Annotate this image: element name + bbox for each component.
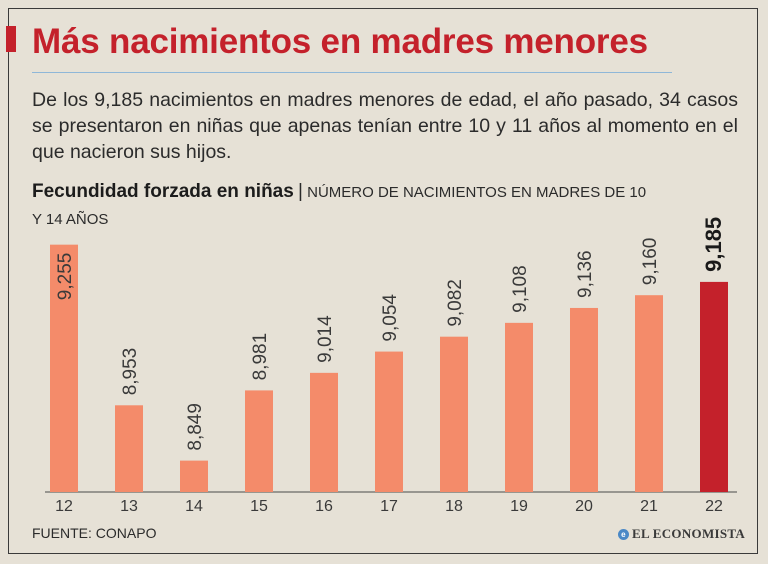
chart-subtitle-rest: NÚMERO DE NACIMIENTOS EN MADRES DE 10 Y … [32, 184, 647, 228]
x-tick-label: 19 [510, 498, 528, 515]
intro-text: De los 9,185 nacimientos en madres menor… [32, 89, 738, 163]
x-tick-label: 20 [575, 498, 593, 515]
bar-value-label: 9,136 [575, 250, 596, 298]
bar-12 [50, 244, 78, 492]
page-title: Más nacimientos en madres menores [32, 22, 648, 61]
brand-mark: e EL ECONOMISTA [618, 526, 745, 542]
bar-21 [635, 295, 663, 492]
chart-subtitle-bold: Fecundidad forzada en niñas [32, 181, 294, 202]
bar-value-label: 9,160 [640, 238, 661, 286]
bar-value-label: 9,185 [701, 217, 726, 272]
bar-14 [180, 460, 208, 492]
bar-15 [245, 390, 273, 492]
bar-value-label: 9,014 [315, 315, 336, 363]
bar-value-label: 9,108 [510, 265, 531, 313]
bar-20 [570, 307, 598, 492]
x-tick-label: 22 [705, 498, 723, 515]
x-tick-label: 18 [445, 498, 463, 515]
x-tick-label: 21 [640, 498, 658, 515]
title-divider [32, 72, 672, 73]
chart-subtitle: Fecundidad forzada en niñas | NÚMERO DE … [32, 178, 652, 233]
bar-value-label: 8,981 [250, 333, 271, 381]
chart-frame [8, 8, 758, 554]
bar-value-label: 8,849 [185, 403, 206, 451]
bar-17 [375, 351, 403, 492]
title-accent-bar [6, 26, 16, 52]
bar-19 [505, 322, 533, 492]
x-tick-label: 14 [185, 498, 203, 515]
bar-16 [310, 372, 338, 492]
bars-group: 9,255 12 8,953 13 8,849 14 8,981 15 9,014 16 9,054… [50, 217, 728, 515]
bar-value-label: 9,082 [445, 279, 466, 327]
bar-22 [700, 281, 728, 492]
bar-value-label: 9,255 [55, 253, 76, 301]
bar-value-label: 9,054 [380, 294, 401, 342]
bar-value-label: 8,953 [120, 348, 141, 396]
bar-13 [115, 405, 143, 492]
chart-subtitle-separator: | [298, 181, 303, 202]
x-tick-label: 17 [380, 498, 398, 515]
brand-logo-icon: e [618, 528, 629, 540]
x-tick-label: 12 [55, 498, 73, 515]
brand-name: EL ECONOMISTA [632, 526, 746, 541]
x-tick-label: 16 [315, 498, 333, 515]
x-tick-label: 15 [250, 498, 268, 515]
source-note: FUENTE: CONAPO [32, 525, 157, 541]
x-tick-label: 13 [120, 498, 138, 515]
bar-18 [440, 336, 468, 492]
